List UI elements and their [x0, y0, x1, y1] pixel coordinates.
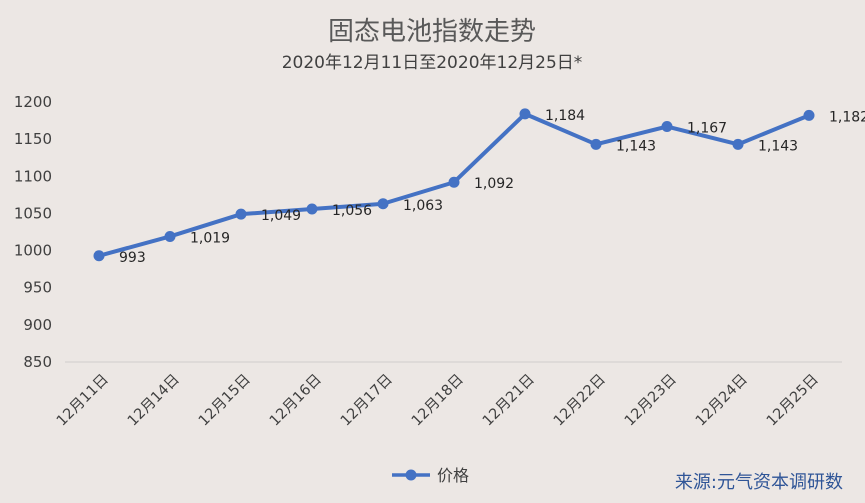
data-point — [93, 250, 105, 262]
data-label: 1,143 — [758, 138, 798, 154]
x-tick-label: 12月25日 — [764, 372, 822, 430]
data-point — [661, 121, 673, 133]
data-point — [235, 208, 247, 220]
data-point — [448, 176, 460, 188]
x-tick-label: 12月11日 — [54, 372, 112, 430]
data-label: 1,182 — [829, 109, 865, 125]
data-label: 1,049 — [261, 208, 301, 224]
y-tick-label: 950 — [23, 279, 52, 297]
x-tick-label: 12月23日 — [622, 372, 680, 430]
x-axis-ticks: 12月11日 12月14日 12月15日 12月16日 12月17日 12月18日 12月2… — [54, 372, 822, 430]
y-tick-label: 850 — [23, 353, 52, 371]
y-tick-label: 1000 — [14, 242, 52, 260]
data-label: 1,167 — [687, 121, 727, 137]
chart-title: 固态电池指数走势 — [328, 17, 536, 47]
data-label: 1,063 — [403, 198, 443, 214]
data-point — [803, 109, 815, 121]
y-tick-label: 1200 — [14, 93, 52, 111]
y-tick-label: 1050 — [14, 204, 52, 222]
x-tick-label: 12月16日 — [267, 372, 325, 430]
x-tick-label: 12月15日 — [196, 372, 254, 430]
data-label: 993 — [119, 250, 146, 266]
data-label: 1,019 — [190, 230, 230, 246]
legend: 价格 — [392, 466, 469, 485]
data-point — [377, 198, 389, 210]
x-tick-label: 12月17日 — [338, 372, 396, 430]
legend-label: 价格 — [437, 466, 469, 485]
data-labels: 993 1,019 1,049 1,056 1,063 1,092 1,184 1,143 1,… — [119, 108, 865, 266]
x-tick-label: 12月24日 — [693, 372, 751, 430]
data-point — [519, 108, 531, 120]
data-label: 1,092 — [474, 176, 514, 192]
y-tick-label: 900 — [23, 316, 52, 334]
x-tick-label: 12月14日 — [125, 372, 183, 430]
y-tick-label: 1150 — [14, 130, 52, 148]
data-label: 1,143 — [616, 138, 656, 154]
data-label: 1,184 — [545, 108, 585, 124]
chart-subtitle: 2020年12月11日至2020年12月25日* — [282, 53, 583, 73]
data-point — [164, 230, 176, 242]
source-note: 来源:元气资本调研数 — [675, 472, 843, 493]
data-point — [306, 203, 318, 215]
data-label: 1,056 — [332, 203, 372, 219]
data-points — [93, 108, 815, 262]
data-point — [732, 138, 744, 150]
x-tick-label: 12月22日 — [551, 372, 609, 430]
y-tick-label: 1100 — [14, 167, 52, 185]
x-tick-label: 12月21日 — [480, 372, 538, 430]
y-axis-ticks: 850 900 950 1000 1050 1100 1150 1200 — [14, 93, 52, 371]
x-tick-label: 12月18日 — [409, 372, 467, 430]
data-point — [590, 138, 602, 150]
legend-dot-marker — [405, 469, 417, 481]
